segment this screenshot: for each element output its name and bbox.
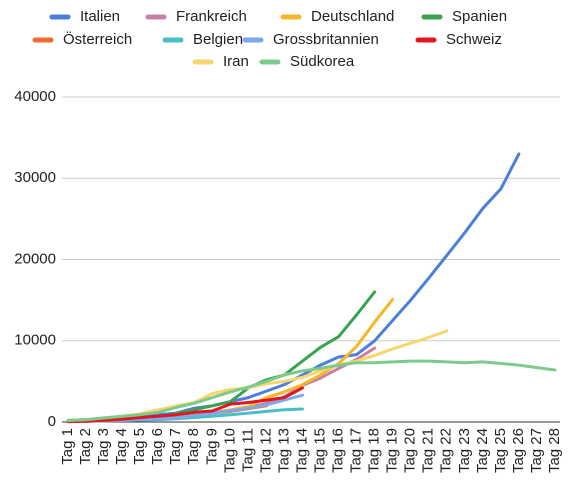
x-tick-label: Tag 17 bbox=[348, 428, 365, 473]
x-tick-label: Tag 13 bbox=[275, 428, 292, 473]
x-tick-label: Tag 7 bbox=[167, 428, 184, 465]
x-tick-label: Tag 21 bbox=[420, 428, 437, 473]
x-tick-label: Tag 19 bbox=[384, 428, 401, 473]
x-tick-label: Tag 16 bbox=[330, 428, 347, 473]
x-tick-label: Tag 14 bbox=[293, 428, 310, 473]
x-tick-label: Tag 4 bbox=[113, 428, 130, 465]
x-tick-label: Tag 22 bbox=[438, 428, 455, 473]
legend-label: Südkorea bbox=[290, 53, 355, 70]
x-tick-label: Tag 25 bbox=[492, 428, 509, 473]
x-tick-label: Tag 23 bbox=[456, 428, 473, 473]
legend-label: Schweiz bbox=[446, 31, 502, 48]
legend-label: Spanien bbox=[452, 8, 507, 25]
legend-label: Frankreich bbox=[176, 8, 247, 25]
legend-label: Iran bbox=[223, 53, 249, 70]
y-tick-label: 20000 bbox=[14, 250, 56, 267]
x-tick-label: Tag 27 bbox=[528, 428, 545, 473]
legend-label: Belgien bbox=[193, 31, 243, 48]
x-tick-label: Tag 11 bbox=[239, 428, 256, 472]
legend-label: Österreich bbox=[63, 30, 132, 48]
y-tick-label: 40000 bbox=[14, 88, 56, 105]
legend-label: Grossbritannien bbox=[273, 31, 379, 48]
series-line bbox=[66, 290, 377, 423]
x-tick-label: Tag 26 bbox=[510, 428, 527, 473]
legend-label: Deutschland bbox=[311, 8, 394, 25]
x-tick-label: Tag 3 bbox=[95, 428, 112, 465]
x-tick-label: Tag 2 bbox=[77, 428, 94, 465]
x-tick-label: Tag 20 bbox=[402, 428, 419, 473]
x-tick-label: Tag 18 bbox=[366, 428, 383, 473]
series-line bbox=[66, 386, 304, 424]
x-tick-label: Tag 1 bbox=[59, 428, 76, 465]
x-tick-label: Tag 8 bbox=[185, 428, 202, 465]
x-tick-label: Tag 28 bbox=[546, 428, 563, 473]
x-tick-label: Tag 10 bbox=[221, 428, 238, 473]
legend-label: Italien bbox=[80, 8, 120, 25]
series-line bbox=[66, 359, 557, 422]
x-tick-label: Tag 15 bbox=[311, 428, 328, 473]
y-tick-label: 10000 bbox=[14, 332, 56, 349]
x-tick-label: Tag 12 bbox=[257, 428, 274, 473]
x-tick-label: Tag 24 bbox=[474, 428, 491, 473]
x-tick-label: Tag 6 bbox=[149, 428, 166, 465]
y-tick-label: 30000 bbox=[14, 169, 56, 186]
x-tick-label: Tag 9 bbox=[203, 428, 220, 465]
x-tick-label: Tag 5 bbox=[131, 428, 148, 465]
y-tick-label: 0 bbox=[48, 413, 56, 430]
